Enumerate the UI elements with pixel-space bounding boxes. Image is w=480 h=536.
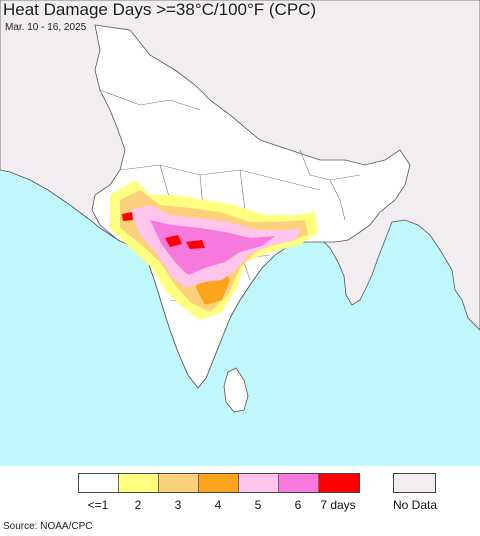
legend-swatch [159, 474, 199, 492]
legend-label: 5 [254, 498, 262, 512]
legend-label: 7 days [320, 498, 356, 512]
legend-swatch [239, 474, 279, 492]
legend-swatch [319, 474, 359, 492]
land-india-region [91, 24, 411, 389]
legend-swatch [119, 474, 159, 492]
legend-label: 2 [134, 498, 142, 512]
legend-swatch [79, 474, 119, 492]
legend-no-data-swatch [393, 473, 436, 493]
map-svg [0, 0, 480, 413]
legend-swatch [199, 474, 239, 492]
legend-swatch [279, 474, 319, 492]
legend-label: <=1 [87, 498, 109, 512]
map-area [0, 0, 480, 466]
source-note: Source: NOAA/CPC [3, 521, 93, 532]
legend-label: 6 [294, 498, 302, 512]
legend-label: 3 [174, 498, 182, 512]
map-subtitle: Mar. 10 - 16, 2025 [5, 22, 87, 33]
legend-bar [78, 473, 360, 493]
heat-shading [110, 180, 318, 320]
map-title: Heat Damage Days >=38°C/100°F (CPC) [3, 0, 317, 19]
legend-no-data-label: No Data [392, 498, 438, 512]
land-sri-lanka [223, 367, 249, 413]
legend-label: 4 [214, 498, 222, 512]
